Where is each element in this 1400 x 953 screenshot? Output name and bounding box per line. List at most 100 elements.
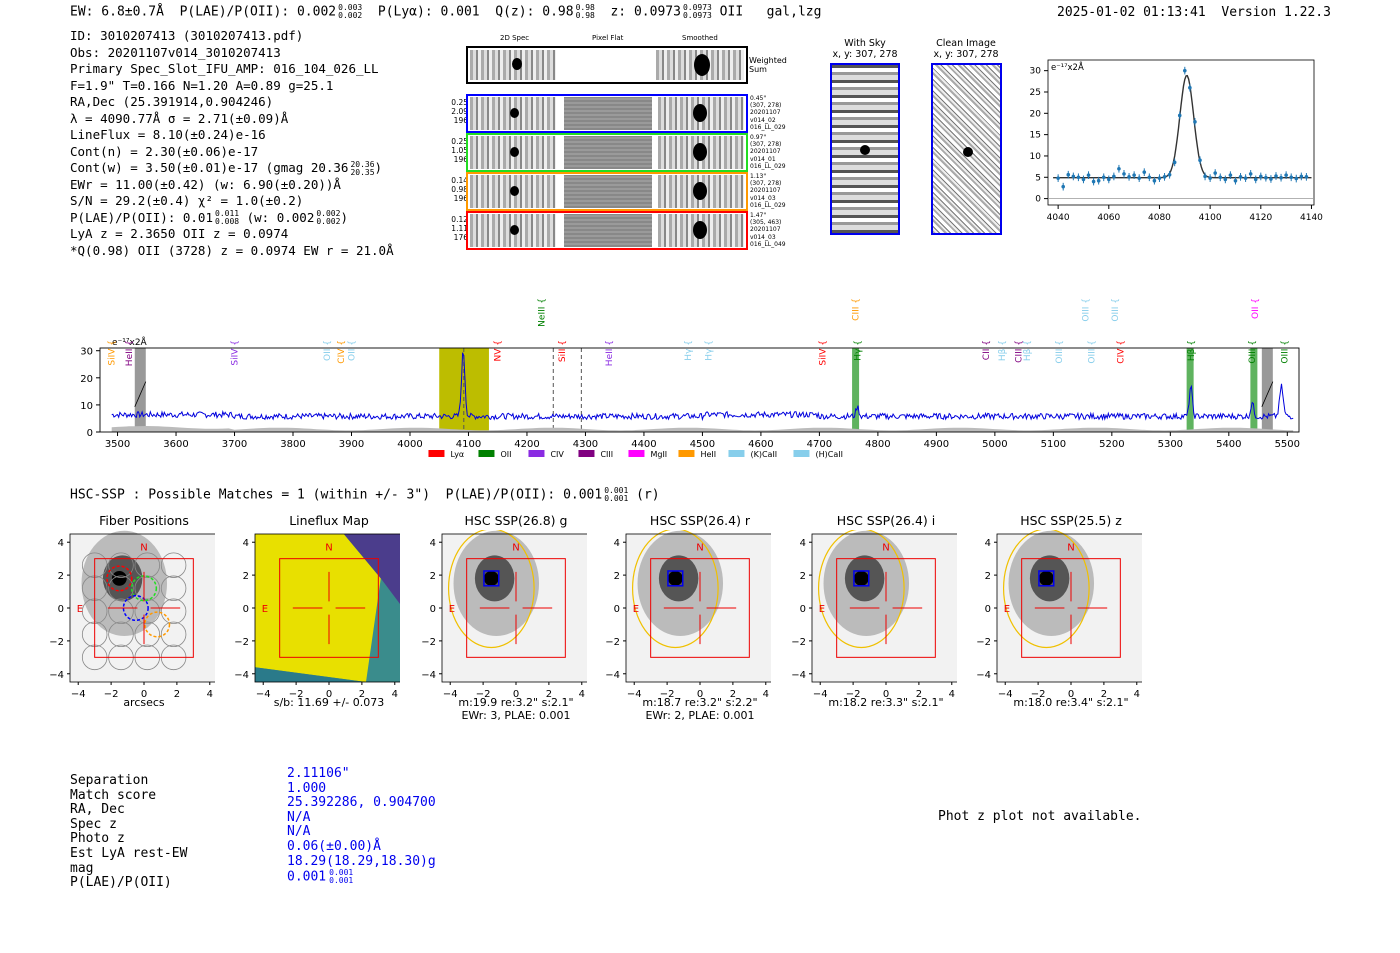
spectrum-line-label: OIII { [1082, 298, 1092, 322]
zoom-data-point [1142, 170, 1147, 174]
zoom-data-point [1117, 166, 1121, 171]
match-marker [667, 570, 684, 587]
zoom-xtick-label: 4100 [1199, 213, 1222, 223]
spectrum-line-label: SiII { [558, 340, 568, 362]
hsc-panel: N E 4 2 0 −2 −4 −4 −2 0 2 4 [791, 530, 957, 700]
search-box [836, 558, 936, 658]
col-title-smoothed: Smoothed [682, 34, 718, 42]
xtick-label: −4 [813, 689, 828, 700]
clean-image-xy: x, y: 307, 278 [933, 49, 999, 60]
caption-line-1: m:18.7 re:3.2" s:2.2" [642, 696, 758, 709]
match-label: Spec z [70, 816, 117, 832]
spectrum-xtick-label: 5500 [1275, 439, 1300, 450]
spectrum-line-label: OIII { [1280, 340, 1290, 364]
caption-line-2: EWr: 2, PLAE: 0.001 [645, 709, 755, 722]
ytick-label: 2 [800, 571, 806, 582]
zoom-data-point [1127, 175, 1131, 179]
spectrum-mask-hatch [134, 381, 147, 407]
match-value: 18.29(18.29,18.30)g [287, 853, 436, 869]
zoom-xtick-label: 4060 [1097, 213, 1120, 223]
spectrum-ytick-label: 10 [80, 401, 93, 412]
col-title-pixelflat: Pixel Flat [592, 34, 624, 42]
legend-label: MgII [650, 450, 667, 459]
match-plae-bounds: 0.001 0.001 [329, 869, 353, 885]
info-line: Obs: 20201107v014_3010207413 [70, 44, 281, 60]
spectrum-xtick-label: 3500 [105, 439, 130, 450]
north-label: N [325, 542, 332, 553]
xtick-label: 0 [697, 689, 703, 700]
xtick-label: −4 [627, 689, 642, 700]
xtick-label: −2 [289, 689, 304, 700]
zoom-ytick-label: 0 [1035, 195, 1041, 205]
zoom-data-point [1259, 174, 1263, 179]
zoom-data-point [1238, 175, 1243, 179]
cutout-left-value: 196 [453, 194, 468, 203]
version-text: Version 1.22.3 [1221, 5, 1331, 20]
ytick-label: −4 [976, 670, 991, 681]
cutout-right-value: (307, 278) [750, 180, 782, 188]
xtick-label: 4 [207, 689, 213, 700]
xtick-label: 4 [392, 689, 398, 700]
east-label: E [1004, 604, 1010, 615]
zoom-data-point [1056, 176, 1060, 180]
fiber-highlight [144, 611, 171, 638]
hsc-panel-title: HSC SSP(26.4) r [649, 513, 751, 528]
cutout-right-value: 0.45" [750, 95, 767, 102]
ytick-label: 2 [430, 571, 436, 582]
east-label: E [262, 604, 268, 615]
zoom-data-point [1228, 173, 1233, 177]
ytick-label: −4 [49, 670, 64, 681]
weighted-sum-label: Weighted Sum [749, 56, 787, 74]
ytick-label: −4 [421, 670, 436, 681]
photz-note: Phot z plot not available. [938, 809, 1142, 824]
fiber-circle [108, 621, 134, 648]
legend-swatch [793, 450, 810, 457]
legend-label: HeII [700, 450, 716, 459]
zoom-data-point [1203, 174, 1207, 179]
hsc-panel: N E 4 2 0 −2 −4 −4 −2 0 2 4 [421, 530, 587, 700]
cutout-blob-smooth [693, 104, 707, 122]
cutout-right-values: 1.47" (305, 463) 20201107 v014_03 016_LL_049 [750, 212, 786, 248]
spectrum-xtick-label: 5100 [1041, 439, 1066, 450]
galaxy-nucleus [1038, 571, 1054, 586]
spectrum-mask-hatch [1261, 381, 1274, 407]
zoom-data-point [1243, 176, 1248, 180]
with-sky-image [830, 63, 900, 235]
ytick-label: 0 [58, 604, 64, 615]
ytick-label: 4 [800, 538, 806, 549]
spectrum-frame [99, 347, 1300, 433]
hsc-panel: N E 4 2 0 −2 −4 −4 −2 0 2 4 [49, 530, 215, 700]
spectrum-line-label: OIII { [1087, 340, 1097, 364]
header-bar: EW: 6.8±0.7Å P(LAE)/P(OII): 0.002 0.003 0.… [70, 4, 821, 20]
legend-swatch [528, 450, 545, 457]
spectrum-xtick-label: 4200 [514, 439, 539, 450]
info-line: LineFlux = 8.10(±0.24)e-16 [70, 127, 266, 142]
cutout-right-value: 20201107 [750, 187, 781, 195]
spectrum-line-label: SiIV { [818, 340, 828, 366]
legend-label: CIV [550, 450, 564, 459]
zoom-fit-curve [1053, 74, 1312, 179]
spectrum-xtick-label: 4400 [631, 439, 656, 450]
zoom-data-point [1132, 173, 1136, 177]
zoom-data-point [1274, 174, 1278, 178]
legend-swatch [678, 450, 695, 457]
cutout-right-value: v014_03 [750, 233, 776, 241]
cutout-blob-smooth [693, 143, 707, 161]
east-label: E [449, 604, 455, 615]
zoom-data-point [1107, 177, 1111, 182]
north-label: N [1067, 542, 1074, 553]
legend-swatch [578, 450, 595, 457]
match-value: N/A [287, 824, 311, 840]
info-plae-w-lo: 0.002 [316, 217, 341, 226]
cutout-right-value: v014_01 [750, 155, 776, 163]
ytick-label: 4 [985, 538, 991, 549]
xtick-label: 0 [141, 689, 147, 700]
zoom-ytick-label: 15 [1030, 131, 1041, 141]
hsc-summary-hi: 0.001 [604, 486, 629, 495]
info-plae-w-hi: 0.002 [316, 209, 341, 218]
match-value: N/A [287, 809, 311, 825]
zoom-data-point [1112, 174, 1116, 179]
cutout-left-value: 0.98 [451, 185, 468, 194]
xtick-label: 0 [326, 689, 332, 700]
spectrum-xtick-label: 4000 [397, 439, 422, 450]
